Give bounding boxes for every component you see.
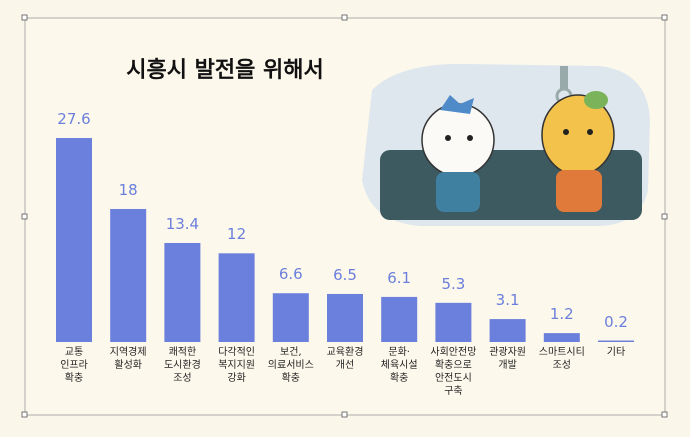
x-tick-label: 교통 인프라 확충 bbox=[60, 347, 88, 384]
value-label: 1.2 bbox=[549, 305, 574, 324]
bar bbox=[435, 302, 472, 342]
value-label: 18 bbox=[118, 180, 138, 199]
x-tick-label: 기타 bbox=[606, 347, 626, 358]
illustration bbox=[362, 63, 650, 227]
x-tick-label: 보건, 의료서비스 확충 bbox=[267, 347, 314, 384]
bar bbox=[56, 138, 92, 342]
value-label: 13.4 bbox=[165, 214, 200, 233]
bar bbox=[218, 253, 255, 342]
value-label: 0.2 bbox=[604, 312, 628, 331]
x-tick-label: 쾌적한 도시환경 조성 bbox=[163, 347, 201, 384]
value-label: 27.6 bbox=[57, 110, 91, 129]
bar bbox=[598, 340, 634, 342]
value-label: 5.3 bbox=[441, 274, 466, 293]
x-tick-label: 문화· 체육시설 확충 bbox=[380, 347, 418, 384]
bar bbox=[489, 319, 526, 342]
value-label: 6.6 bbox=[278, 265, 303, 284]
x-tick-label: 사회안전망 확충으로 안전도시 구축 bbox=[430, 347, 477, 397]
x-tick-label: 지역경제 활성화 bbox=[109, 347, 147, 371]
x-tick-label: 다각적인 복지지원 강화 bbox=[218, 347, 255, 384]
bar bbox=[327, 293, 363, 342]
bar bbox=[543, 333, 580, 342]
x-tick-label: 관광자원 개발 bbox=[489, 347, 526, 371]
value-label: 12 bbox=[227, 225, 247, 244]
bar bbox=[272, 293, 309, 342]
bar bbox=[164, 242, 201, 342]
bar bbox=[110, 208, 147, 342]
value-label: 6.5 bbox=[333, 265, 357, 284]
chart-title: 시흥시 발전을 위해서 bbox=[126, 58, 324, 83]
x-tick-label: 교육환경 개선 bbox=[326, 347, 364, 371]
bar bbox=[381, 296, 418, 342]
x-tick-label: 스마트시티 조성 bbox=[538, 347, 585, 371]
handles bbox=[21, 14, 668, 418]
value-label: 6.1 bbox=[387, 268, 412, 287]
value-label: 3.1 bbox=[495, 291, 520, 310]
